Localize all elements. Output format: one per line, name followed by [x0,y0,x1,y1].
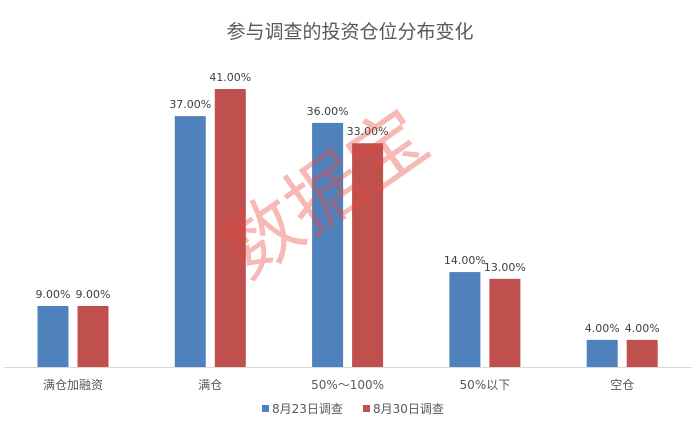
data-label: 9.00% [76,288,111,301]
data-label: 33.00% [347,125,389,138]
x-tick-label: 满仓 [198,378,222,392]
legend-label: 8月23日调查 [272,402,343,416]
x-tick-label: 空仓 [610,378,634,392]
data-label: 37.00% [169,98,211,111]
legend-swatch [262,405,269,412]
data-label: 4.00% [625,322,660,335]
x-tick-label: 50%～100% [311,378,384,392]
bar-aug30-3 [489,278,521,367]
chart-title: 参与调查的投资仓位分布变化 [226,21,473,43]
x-tick-label: 满仓加融资 [43,378,103,392]
data-label: 4.00% [585,322,620,335]
data-label: 41.00% [209,71,251,84]
x-tick-label: 50%以下 [460,378,511,392]
data-label: 9.00% [36,288,71,301]
bar-aug23-2 [312,122,344,367]
bar-aug23-1 [174,116,206,367]
data-label: 13.00% [484,261,526,274]
data-label: 36.00% [307,105,349,118]
bar-aug30-1 [214,89,246,367]
data-label: 14.00% [444,254,486,267]
bar-aug30-0 [77,305,109,367]
legend-label: 8月30日调查 [373,402,444,416]
bar-aug30-4 [626,339,658,367]
bar-aug23-3 [449,272,481,367]
bar-aug30-2 [352,143,384,367]
bar-aug23-4 [586,339,618,367]
bar-aug23-0 [37,305,69,367]
legend-swatch [363,405,370,412]
